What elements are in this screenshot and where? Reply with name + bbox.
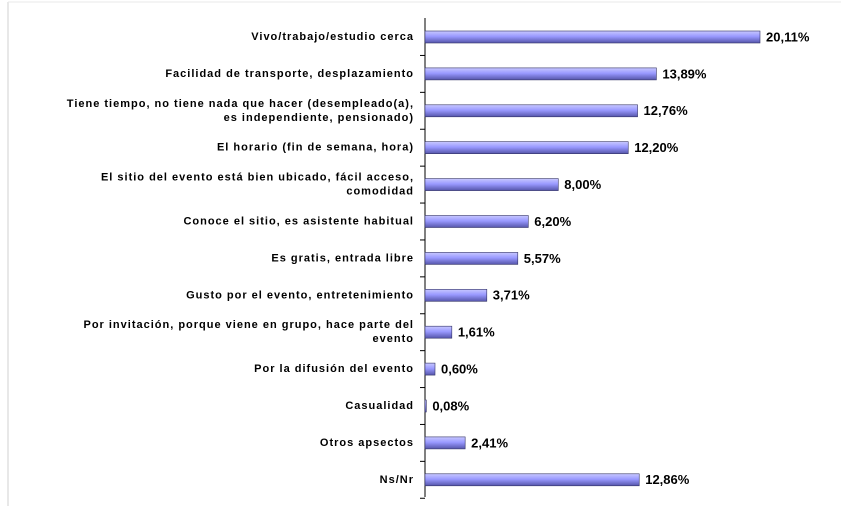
- bar: [424, 104, 638, 118]
- bar: [424, 362, 436, 376]
- bar: [424, 288, 488, 302]
- value-label: 20,11%: [766, 29, 810, 44]
- category-label: El horario (fin de semana, hora): [217, 142, 414, 154]
- bar: [424, 473, 640, 487]
- value-label: 2,41%: [471, 435, 508, 450]
- value-label: 0,60%: [441, 362, 478, 377]
- category-label: Otros apsectos: [320, 437, 414, 449]
- value-label: 6,20%: [534, 214, 571, 229]
- value-label: 5,57%: [524, 251, 561, 266]
- category-label: Casualidad: [345, 400, 414, 412]
- bar: [424, 399, 427, 413]
- category-label: Por invitación, porque viene en grupo, h…: [83, 319, 414, 345]
- category-label: Ns/Nr: [380, 474, 414, 486]
- value-label: 3,71%: [493, 288, 530, 303]
- category-label: Gusto por el evento, entretenimiento: [186, 289, 414, 301]
- value-label: 12,20%: [634, 140, 679, 155]
- category-label: Por la difusión del evento: [254, 363, 414, 375]
- value-label: 8,00%: [564, 177, 601, 192]
- value-label: 12,86%: [645, 472, 690, 487]
- category-label: Tiene tiempo, no tiene nada que hacer (d…: [67, 98, 414, 124]
- bar: [424, 215, 529, 228]
- category-label: Conoce el sitio, es asistente habitual: [183, 215, 414, 227]
- category-label: Es gratis, entrada libre: [271, 252, 414, 264]
- value-label: 12,76%: [644, 103, 689, 118]
- category-label: El sitio del evento está bien ubicado, f…: [101, 172, 414, 198]
- bar: [424, 252, 519, 265]
- category-label: Vivo/trabajo/estudio cerca: [251, 31, 414, 43]
- value-label: 1,61%: [458, 325, 495, 340]
- value-label: 0,08%: [432, 398, 469, 413]
- bar: [424, 141, 629, 154]
- value-label: 13,89%: [662, 66, 707, 81]
- category-label: Facilidad de transporte, desplazamiento: [165, 68, 414, 80]
- bar: [424, 325, 453, 339]
- bar: [424, 436, 466, 450]
- bar: [424, 30, 761, 44]
- bar: [424, 178, 559, 191]
- bar: [424, 67, 657, 81]
